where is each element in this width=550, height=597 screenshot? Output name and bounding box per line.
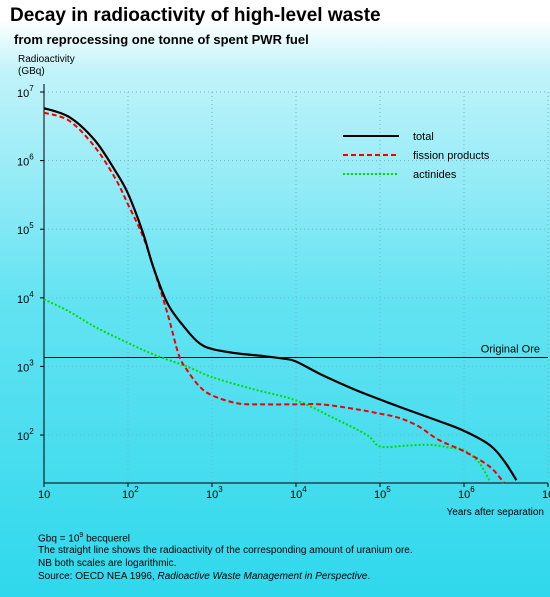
x-tick-label-1: 102 xyxy=(122,485,139,501)
series-line-fission-products xyxy=(43,111,505,484)
y-tick-base-3: 10 xyxy=(17,225,29,237)
gbq-note-exp: 9 xyxy=(79,532,84,539)
x-tick-exp-5: 6 xyxy=(470,485,475,494)
chart-subtitle: from reprocessing one tonne of spent PWR… xyxy=(14,32,309,47)
y-tick-label-4: 106 xyxy=(17,153,34,169)
y-tick-label-3: 105 xyxy=(17,221,34,237)
series-line-total xyxy=(43,107,518,481)
series-line-actinides xyxy=(43,298,491,481)
x-axis-label: Years after separation xyxy=(447,507,544,518)
original-ore-label: Original Ore xyxy=(481,343,540,355)
x-tick-exp-1: 2 xyxy=(134,485,139,494)
y-tick-base-2: 10 xyxy=(17,294,29,306)
x-tick-label-4: 105 xyxy=(374,485,391,501)
x-tick-base-5: 10 xyxy=(458,489,470,501)
gbq-note: Gbq = 109 becquerel xyxy=(38,532,130,544)
y-tick-exp-2: 4 xyxy=(29,290,34,299)
y-axis-unit: (GBq) xyxy=(18,66,45,77)
x-tick-base-2: 10 xyxy=(206,489,218,501)
legend-label-fission-products: fission products xyxy=(413,150,490,162)
y-tick-exp-0: 2 xyxy=(29,427,34,436)
x-tick-base-4: 10 xyxy=(374,489,386,501)
y-tick-base-0: 10 xyxy=(17,431,29,443)
x-tick-label-6: 107 xyxy=(542,485,550,501)
x-tick-label-5: 106 xyxy=(458,485,475,501)
x-tick-base-0: 10 xyxy=(38,489,50,501)
x-tick-exp-2: 3 xyxy=(218,485,223,494)
y-tick-exp-3: 5 xyxy=(29,221,34,230)
y-tick-exp-4: 6 xyxy=(29,153,34,162)
legend-label-actinides: actinides xyxy=(413,169,457,181)
x-tick-label-2: 103 xyxy=(206,485,223,501)
y-tick-label-1: 103 xyxy=(17,358,34,374)
y-tick-exp-1: 3 xyxy=(29,358,34,367)
gbq-note-prefix: Gbq = 10 xyxy=(38,533,80,545)
x-tick-exp-3: 4 xyxy=(302,485,307,494)
source-prefix: Source: OECD NEA 1996, xyxy=(38,571,158,582)
source-suffix: . xyxy=(367,571,371,582)
x-tick-label-0: 10 xyxy=(38,489,50,501)
y-tick-base-5: 10 xyxy=(17,88,29,100)
y-tick-base-1: 10 xyxy=(17,362,29,374)
chart-title: Decay in radioactivity of high-level was… xyxy=(10,5,381,26)
x-tick-label-3: 104 xyxy=(290,485,307,501)
y-tick-base-4: 10 xyxy=(17,157,29,169)
source-note: Source: OECD NEA 1996, Radioactive Waste… xyxy=(38,571,370,582)
x-tick-base-1: 10 xyxy=(122,489,134,501)
y-tick-exp-5: 7 xyxy=(29,84,34,93)
x-tick-exp-4: 5 xyxy=(386,485,391,494)
x-tick-base-6: 10 xyxy=(542,489,550,501)
y-tick-label-0: 102 xyxy=(17,427,34,443)
log-scale-note: NB both scales are logarithmic. xyxy=(38,558,177,569)
source-title: Radioactive Waste Management in Perspect… xyxy=(157,571,368,582)
legend-label-total: total xyxy=(413,131,434,143)
y-axis-label: Radioactivity xyxy=(18,54,75,65)
y-tick-label-2: 104 xyxy=(17,290,34,306)
ore-line-note: The straight line shows the radioactivit… xyxy=(38,545,413,556)
y-tick-label-5: 107 xyxy=(17,84,34,100)
gbq-note-suffix: becquerel xyxy=(83,533,131,545)
x-tick-base-3: 10 xyxy=(290,489,302,501)
